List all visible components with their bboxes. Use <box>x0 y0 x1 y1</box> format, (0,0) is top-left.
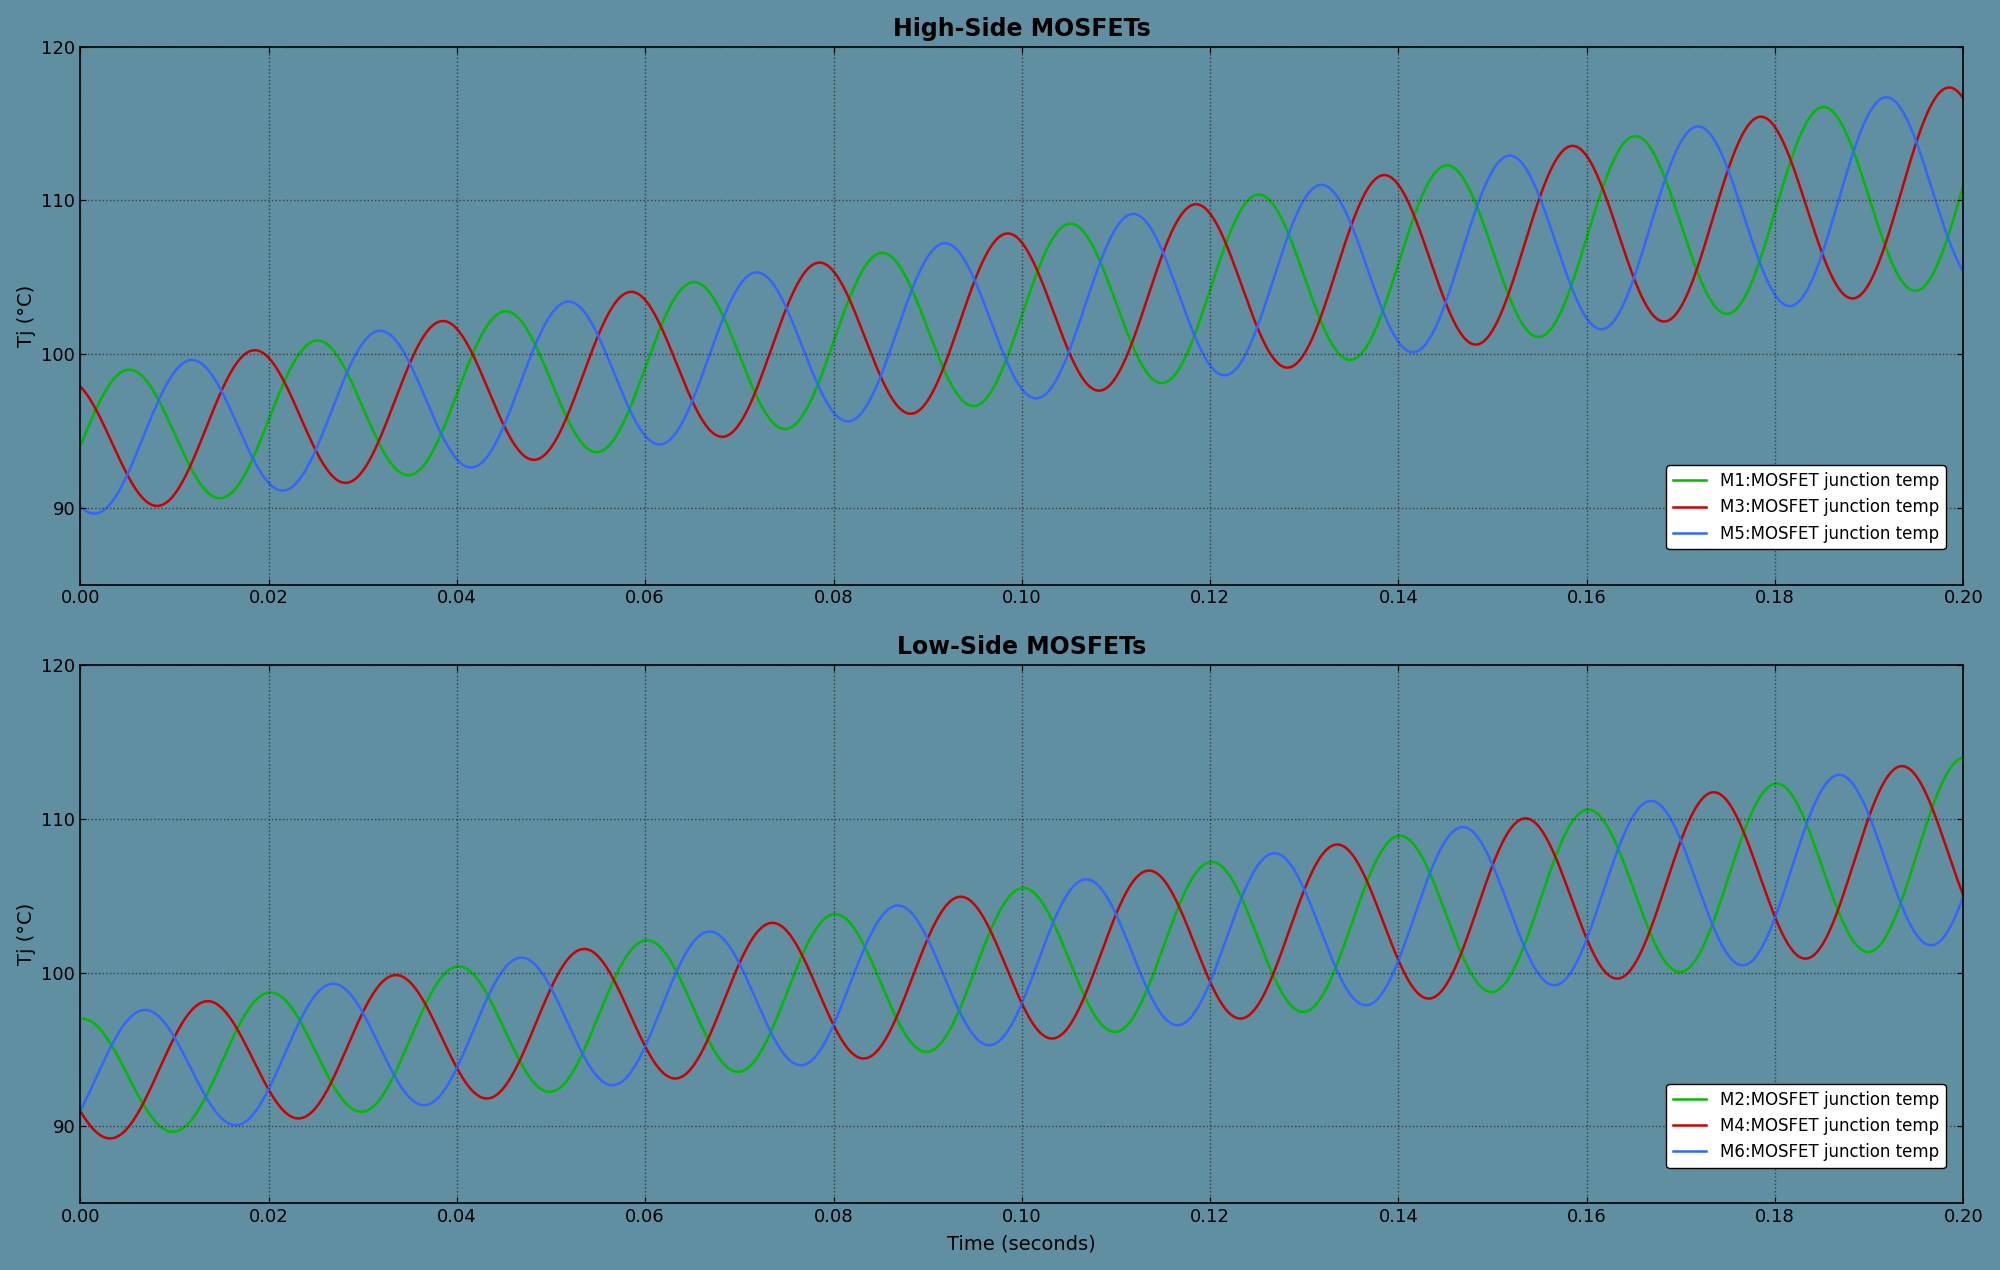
M2:MOSFET junction temp <box>1198 855 1222 870</box>
M2:MOSFET junction temp <box>68 1011 92 1026</box>
M2:MOSFET junction temp <box>788 952 812 968</box>
X-axis label: Time (seconds): Time (seconds) <box>948 1234 1096 1253</box>
M5:MOSFET junction temp <box>68 499 92 514</box>
M4:MOSFET junction temp <box>1616 964 1640 979</box>
M5:MOSFET junction temp <box>1474 177 1498 192</box>
M1:MOSFET junction temp <box>1812 99 1836 114</box>
M3:MOSFET junction temp <box>1294 344 1318 359</box>
M6:MOSFET junction temp <box>224 1118 248 1133</box>
M4:MOSFET junction temp <box>1890 758 1914 773</box>
M6:MOSFET junction temp <box>1952 888 1976 903</box>
M6:MOSFET junction temp <box>1474 843 1498 859</box>
M6:MOSFET junction temp <box>68 1104 92 1119</box>
M4:MOSFET junction temp <box>788 944 812 959</box>
M4:MOSFET junction temp <box>410 992 434 1007</box>
M1:MOSFET junction temp <box>1952 178 1976 193</box>
Line: M2:MOSFET junction temp: M2:MOSFET junction temp <box>80 757 1964 1132</box>
Y-axis label: Tj (°C): Tj (°C) <box>16 903 36 965</box>
M3:MOSFET junction temp <box>1952 91 1976 107</box>
M3:MOSFET junction temp <box>146 498 170 513</box>
M6:MOSFET junction temp <box>1828 767 1852 782</box>
Legend: M2:MOSFET junction temp, M4:MOSFET junction temp, M6:MOSFET junction temp: M2:MOSFET junction temp, M4:MOSFET junct… <box>1666 1083 1946 1168</box>
M1:MOSFET junction temp <box>68 438 92 453</box>
M6:MOSFET junction temp <box>788 1058 812 1073</box>
M1:MOSFET junction temp <box>788 411 812 427</box>
Y-axis label: Tj (°C): Tj (°C) <box>16 284 36 347</box>
M4:MOSFET junction temp <box>1474 876 1498 892</box>
M5:MOSFET junction temp <box>1294 190 1318 206</box>
M4:MOSFET junction temp <box>1198 974 1222 989</box>
M3:MOSFET junction temp <box>1616 257 1640 272</box>
M1:MOSFET junction temp <box>1616 131 1640 146</box>
M2:MOSFET junction temp <box>1294 1005 1318 1020</box>
M1:MOSFET junction temp <box>1294 272 1318 287</box>
Line: M4:MOSFET junction temp: M4:MOSFET junction temp <box>80 766 1964 1138</box>
Line: M5:MOSFET junction temp: M5:MOSFET junction temp <box>80 98 1964 513</box>
M4:MOSFET junction temp <box>68 1104 92 1119</box>
M5:MOSFET junction temp <box>1616 284 1640 300</box>
M6:MOSFET junction temp <box>410 1097 434 1113</box>
M3:MOSFET junction temp <box>1198 206 1222 221</box>
M1:MOSFET junction temp <box>1198 282 1222 297</box>
Line: M3:MOSFET junction temp: M3:MOSFET junction temp <box>80 88 1964 505</box>
Line: M1:MOSFET junction temp: M1:MOSFET junction temp <box>80 107 1964 498</box>
M5:MOSFET junction temp <box>1198 358 1222 373</box>
M6:MOSFET junction temp <box>1198 974 1222 989</box>
M3:MOSFET junction temp <box>68 378 92 394</box>
Line: M6:MOSFET junction temp: M6:MOSFET junction temp <box>80 775 1964 1125</box>
M6:MOSFET junction temp <box>1294 884 1318 899</box>
M1:MOSFET junction temp <box>1474 222 1498 237</box>
M5:MOSFET junction temp <box>788 334 812 349</box>
M2:MOSFET junction temp <box>1474 983 1498 998</box>
M2:MOSFET junction temp <box>410 1003 434 1019</box>
M5:MOSFET junction temp <box>1874 90 1898 105</box>
M4:MOSFET junction temp <box>1952 888 1976 903</box>
M2:MOSFET junction temp <box>1952 749 1976 765</box>
M2:MOSFET junction temp <box>1616 869 1640 884</box>
M2:MOSFET junction temp <box>160 1124 184 1139</box>
M5:MOSFET junction temp <box>82 505 106 521</box>
M6:MOSFET junction temp <box>1616 817 1640 832</box>
M5:MOSFET junction temp <box>1952 264 1976 279</box>
M3:MOSFET junction temp <box>1938 80 1962 95</box>
M4:MOSFET junction temp <box>1294 880 1318 895</box>
Legend: M1:MOSFET junction temp, M3:MOSFET junction temp, M5:MOSFET junction temp: M1:MOSFET junction temp, M3:MOSFET junct… <box>1666 465 1946 550</box>
M3:MOSFET junction temp <box>788 272 812 287</box>
M1:MOSFET junction temp <box>208 490 232 505</box>
M3:MOSFET junction temp <box>1474 331 1498 347</box>
M1:MOSFET junction temp <box>410 460 434 475</box>
M5:MOSFET junction temp <box>410 384 434 399</box>
Title: Low-Side MOSFETs: Low-Side MOSFETs <box>898 635 1146 659</box>
Title: High-Side MOSFETs: High-Side MOSFETs <box>892 17 1150 41</box>
M4:MOSFET junction temp <box>98 1130 122 1146</box>
M3:MOSFET junction temp <box>410 330 434 345</box>
